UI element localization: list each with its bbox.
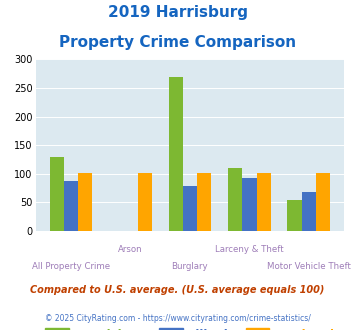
Bar: [138, 173, 152, 231]
Bar: [64, 181, 78, 231]
Text: All Property Crime: All Property Crime: [32, 262, 110, 271]
Bar: [50, 157, 64, 231]
Bar: [316, 173, 330, 231]
Bar: [78, 173, 92, 231]
Text: 2019 Harrisburg: 2019 Harrisburg: [108, 5, 247, 20]
Legend: Harrisburg, Illinois, National: Harrisburg, Illinois, National: [45, 328, 334, 330]
Text: Burglary: Burglary: [171, 262, 208, 271]
Text: © 2025 CityRating.com - https://www.cityrating.com/crime-statistics/: © 2025 CityRating.com - https://www.city…: [45, 314, 310, 323]
Bar: [169, 77, 183, 231]
Bar: [302, 192, 316, 231]
Text: Motor Vehicle Theft: Motor Vehicle Theft: [267, 262, 351, 271]
Bar: [242, 178, 257, 231]
Bar: [228, 168, 242, 231]
Bar: [197, 173, 211, 231]
Text: Arson: Arson: [118, 245, 143, 254]
Text: Compared to U.S. average. (U.S. average equals 100): Compared to U.S. average. (U.S. average …: [30, 285, 325, 295]
Bar: [183, 186, 197, 231]
Text: Larceny & Theft: Larceny & Theft: [215, 245, 284, 254]
Text: Property Crime Comparison: Property Crime Comparison: [59, 35, 296, 50]
Bar: [288, 200, 302, 231]
Bar: [257, 173, 271, 231]
